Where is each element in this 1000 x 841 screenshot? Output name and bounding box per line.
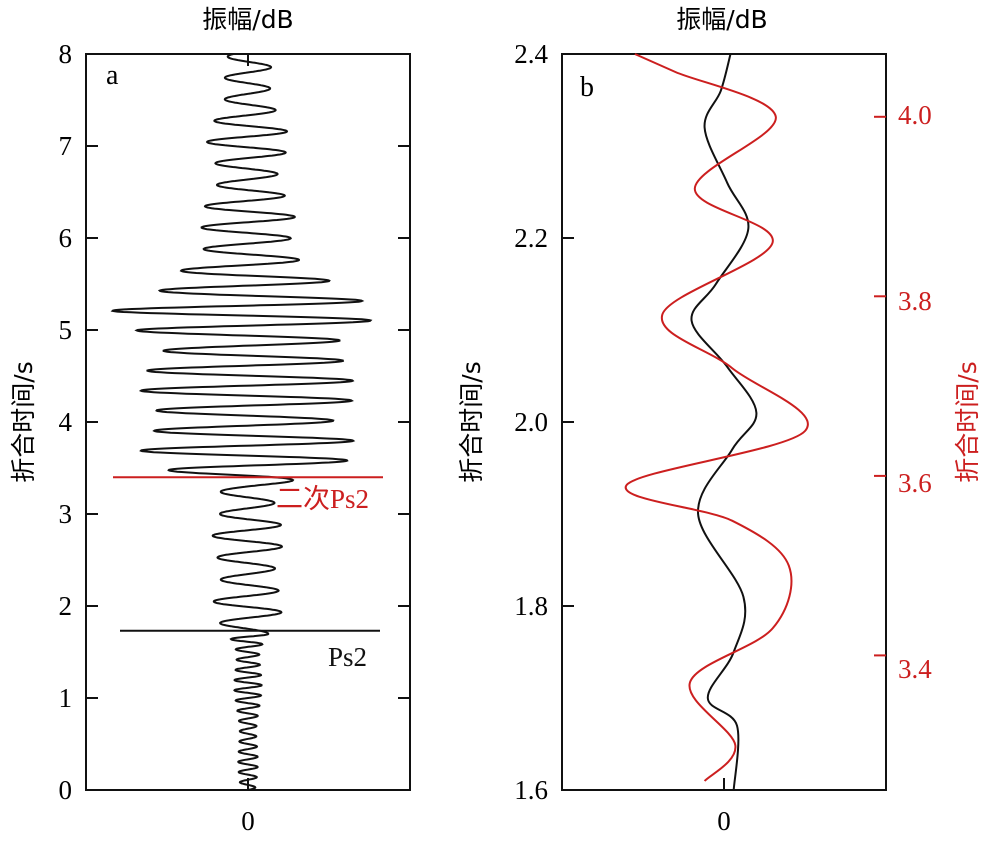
panel-b-y2tick-label: 3.8 xyxy=(898,286,932,316)
panel-b-ytick-label: 1.8 xyxy=(514,591,548,621)
panel-a-letter: a xyxy=(106,60,119,91)
panel-b-y2tick-label: 3.6 xyxy=(898,468,932,498)
panel-b-title: 振幅/dB xyxy=(676,5,767,34)
panel-b-ytick-label: 2.4 xyxy=(514,39,548,69)
panel-a-frame xyxy=(85,53,411,791)
panel-a-ytick-label: 4 xyxy=(59,407,73,437)
panel-b-letter: b xyxy=(580,72,594,103)
secondary-ps2-label: 二次Ps2 xyxy=(276,484,369,514)
panel-b-ylabel: 折合时间/s xyxy=(457,361,486,482)
panel-a-waveform-trace xyxy=(110,53,373,791)
ps2-label: Ps2 xyxy=(328,642,367,672)
panel-a-ytick-label: 2 xyxy=(59,591,73,621)
panel-a-ytick-label: 3 xyxy=(59,499,73,529)
panel-b-y2label: 折合时间/s xyxy=(953,361,982,482)
panel-a-xtick-label: 0 xyxy=(241,806,255,836)
panel-b-frame xyxy=(561,53,887,791)
axis-ticks xyxy=(86,53,886,791)
panel-b-yticks: 1.6 1.8 2.0 2.2 2.4 xyxy=(514,39,548,805)
panel-a-ytick-label: 6 xyxy=(59,223,73,253)
panel-a-title: 振幅/dB xyxy=(202,5,293,34)
panel-a-ytick-label: 7 xyxy=(59,131,73,161)
panel-a-ytick-label: 1 xyxy=(59,683,73,713)
panel-b-xtick-label: 0 xyxy=(717,806,731,836)
panel-a: 振幅/dB a 折合时间/s 0 1 2 3 4 5 6 7 8 0 二次Ps2… xyxy=(9,5,411,836)
panel-b-y2ticks: 3.4 3.6 3.8 4.0 xyxy=(898,100,932,684)
panel-b-red-trace xyxy=(624,53,809,782)
panel-b-ytick-label: 2.2 xyxy=(514,223,548,253)
panel-a-ylabel: 折合时间/s xyxy=(9,361,38,482)
panel-a-ytick-label: 8 xyxy=(59,39,73,69)
panel-a-yticks: 0 1 2 3 4 5 6 7 8 xyxy=(59,39,73,805)
panel-b-ytick-label: 1.6 xyxy=(514,775,548,805)
panel-b-y2tick-label: 3.4 xyxy=(898,654,932,684)
panel-b-y2tick-label: 4.0 xyxy=(898,100,932,130)
panel-b-ytick-label: 2.0 xyxy=(514,407,548,437)
panel-a-ytick-label: 0 xyxy=(59,775,73,805)
panel-b: 振幅/dB b 折合时间/s 折合时间/s 1.6 1.8 2.0 2.2 2.… xyxy=(457,5,982,836)
panel-a-ytick-label: 5 xyxy=(59,315,73,345)
panel-b-black-trace xyxy=(690,53,758,791)
